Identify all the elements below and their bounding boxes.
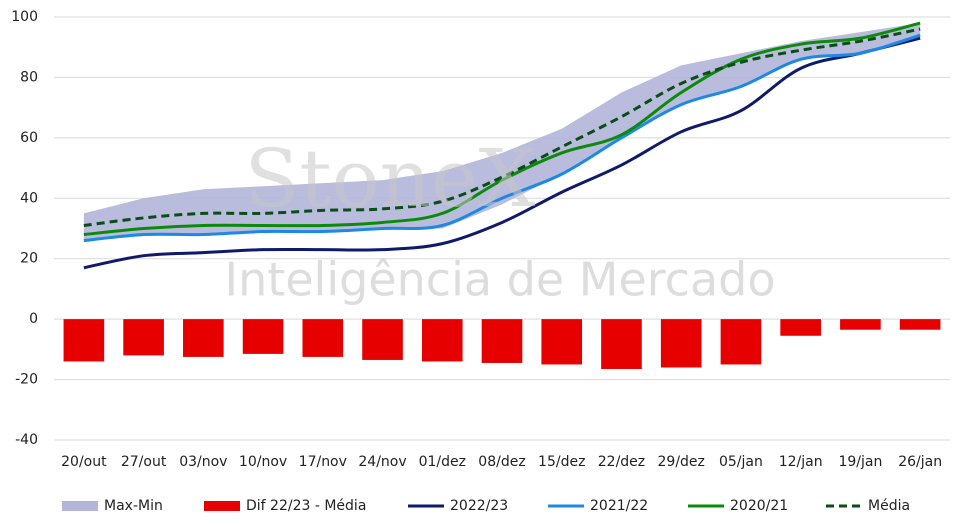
x-tick-label: 10/nov (239, 454, 287, 470)
watermark-logo: StoneX (245, 132, 536, 225)
bar (123, 319, 164, 356)
bar (601, 319, 642, 369)
legend: Max-Min Dif 22/23 - Média 2022/23 2021/22 20… (62, 498, 910, 514)
x-tick-label: 26/jan (898, 454, 942, 470)
bar (660, 319, 702, 368)
bar (720, 319, 762, 365)
legend-label: 2022/23 (450, 498, 508, 514)
legend-label: Dif 22/23 - Média (246, 498, 366, 514)
bar (63, 319, 105, 362)
x-tick-label: 22/dez (598, 454, 645, 470)
line (83, 27, 921, 227)
y-tick-label: 100 (11, 9, 38, 25)
legend-label: Média (868, 498, 910, 514)
y-tick-label: 0 (29, 311, 38, 327)
bar (481, 319, 523, 363)
line (83, 21, 921, 237)
y-tick-label: -40 (15, 432, 38, 448)
watermark-text: Inteligência de Mercado (225, 253, 776, 307)
bar (362, 319, 403, 360)
x-tick-label: 15/dez (538, 454, 585, 470)
y-tick-label: 40 (20, 190, 38, 206)
range-area (83, 23, 921, 241)
legend-swatch (62, 501, 98, 511)
y-tick-label: -20 (15, 372, 38, 388)
plot-area (63, 21, 941, 369)
legend-swatch (204, 501, 240, 511)
x-tick-label: 17/nov (299, 454, 347, 470)
bar (541, 319, 583, 365)
x-tick-label: 27/out (121, 454, 167, 470)
line (83, 36, 921, 270)
x-tick-label: 05/jan (719, 454, 763, 470)
x-tick-label: 19/jan (838, 454, 882, 470)
bar (183, 319, 224, 357)
bar (780, 319, 821, 336)
legend-label: 2021/22 (590, 498, 648, 514)
x-tick-label: 29/dez (658, 454, 705, 470)
legend-label: 2020/21 (730, 498, 788, 514)
bar (899, 319, 941, 330)
line (83, 33, 921, 243)
bar (421, 319, 463, 362)
bar (302, 319, 344, 357)
y-tick-label: 80 (20, 69, 38, 85)
x-tick-label: 12/jan (779, 454, 823, 470)
x-tick-label: 08/dez (478, 454, 525, 470)
y-tick-label: 20 (20, 251, 38, 267)
axes: -40 -20 0 20 40 60 80 100 20/out 27/out 03/nov 10/n… (11, 9, 942, 470)
y-tick-label: 60 (20, 130, 38, 146)
x-tick-label: 24/nov (358, 454, 406, 470)
x-tick-label: 01/dez (419, 454, 466, 470)
x-tick-label: 20/out (61, 454, 107, 470)
bar (242, 319, 284, 354)
bar (840, 319, 881, 330)
legend-label: Max-Min (104, 498, 163, 514)
x-tick-label: 03/nov (179, 454, 227, 470)
